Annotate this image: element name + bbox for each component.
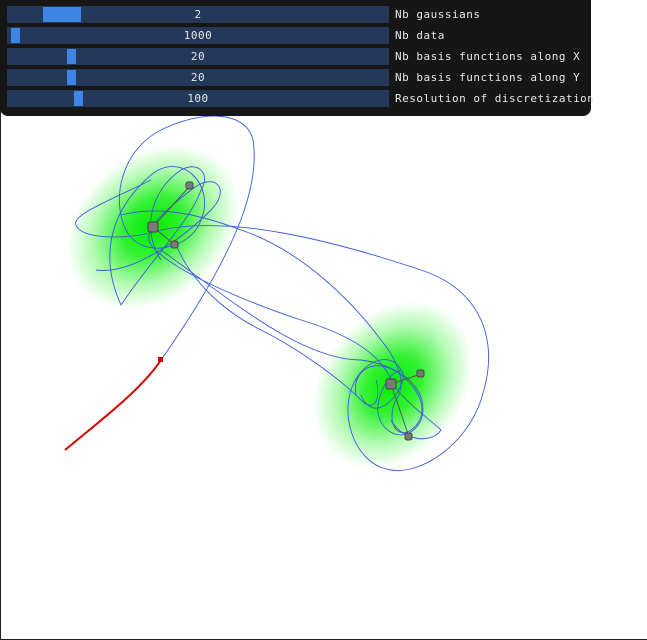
start-point-marker[interactable] [158,357,163,362]
gaussian-center-marker[interactable] [147,221,159,233]
resolution-slider[interactable]: 100 [7,90,389,107]
gaussian-center-marker[interactable] [385,378,397,390]
trajectory-line [120,210,423,433]
slider-row-nb-data: 1000 Nb data [0,25,591,46]
slider-row-basis-y: 20 Nb basis functions along Y [0,67,591,88]
slider-label: Nb data [395,29,445,42]
nb-gaussians-slider[interactable]: 2 [7,6,389,23]
slider-value: 1000 [183,29,213,42]
eigen-handle-marker[interactable] [185,181,194,190]
slider-grab[interactable] [74,91,83,106]
slider-row-basis-x: 20 Nb basis functions along X [0,46,591,67]
gaussian-handles[interactable] [147,181,425,441]
slider-value: 2 [194,8,202,21]
nb-data-slider[interactable]: 1000 [7,27,389,44]
slider-grab[interactable] [43,7,81,22]
slider-label: Nb gaussians [395,8,481,21]
slider-label: Resolution of discretization [395,92,595,105]
eigen-handle-marker[interactable] [170,240,179,249]
demonstration-trajectories [75,115,489,471]
slider-value: 20 [190,50,206,63]
eigen-handle-marker[interactable] [404,432,413,441]
axis-line [152,185,191,228]
slider-label: Nb basis functions along Y [395,71,581,84]
basis-x-slider[interactable]: 20 [7,48,389,65]
parameter-panel: 2 Nb gaussians 1000 Nb data 20 Nb basis … [0,0,595,116]
trajectory-line [175,244,379,406]
slider-grab[interactable] [67,70,76,85]
slider-label: Nb basis functions along X [395,50,581,63]
slider-grab[interactable] [67,49,76,64]
slider-row-nb-gaussians: 2 Nb gaussians [0,4,591,25]
axis-line [390,383,410,438]
basis-y-slider[interactable]: 20 [7,69,389,86]
slider-value: 100 [187,92,209,105]
eigen-handle-marker[interactable] [416,369,425,378]
slider-grab[interactable] [11,28,20,43]
slider-row-resolution: 100 Resolution of discretization [0,88,595,109]
trajectory-line [75,179,489,471]
reproduction-trajectory [64,359,162,451]
slider-value: 20 [190,71,206,84]
